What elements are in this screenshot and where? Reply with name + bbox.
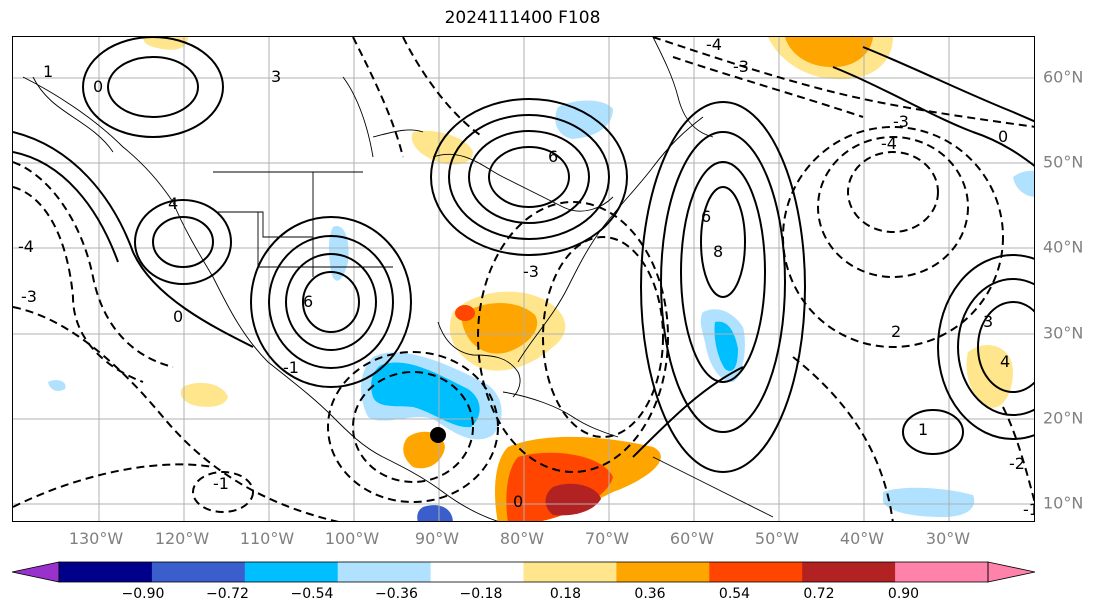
contour-label: 6 bbox=[303, 292, 313, 311]
latitude-label: 30°N bbox=[1043, 323, 1084, 343]
blue-field-bottom-right bbox=[883, 487, 975, 517]
contour-label: 0 bbox=[93, 77, 103, 96]
contours-positive bbox=[13, 37, 1034, 473]
contour-label: -1 bbox=[1023, 500, 1035, 519]
chart-title: 2024111400 F108 bbox=[444, 8, 601, 28]
contour-label: 1 bbox=[918, 420, 928, 439]
longitude-label: 50°W bbox=[754, 529, 800, 548]
longitude-label: 90°W bbox=[414, 529, 460, 548]
colorbar-tick-label: 0.90 bbox=[887, 586, 920, 602]
contour-label: -4 bbox=[706, 37, 722, 54]
longitude-label: 40°W bbox=[839, 529, 885, 548]
contour-label: 0 bbox=[998, 127, 1008, 146]
contour-label: -1 bbox=[283, 358, 299, 377]
latitude-label: 60°N bbox=[1043, 67, 1084, 87]
blue-field-right-edge bbox=[1013, 170, 1034, 197]
colorbar-cell bbox=[709, 562, 803, 582]
longitude-label: 30°W bbox=[925, 529, 971, 548]
colorbar-tick-label: −0.90 bbox=[121, 586, 165, 602]
contour-label: -3 bbox=[523, 262, 539, 281]
contour-label: -3 bbox=[733, 57, 749, 76]
contour-label: 4 bbox=[1000, 352, 1010, 371]
colorbar-tick-label: 0.36 bbox=[634, 586, 666, 602]
longitude-label: 100°W bbox=[324, 529, 380, 548]
latitude-label: 20°N bbox=[1043, 408, 1084, 428]
contour-label: 6 bbox=[701, 207, 711, 226]
longitude-label: 60°W bbox=[669, 529, 715, 548]
yellow-field-top bbox=[143, 37, 188, 50]
colorbar-cell bbox=[802, 562, 896, 582]
contour-label: 3 bbox=[983, 312, 993, 331]
contour-label: 1 bbox=[43, 62, 53, 81]
dark-orange-field-southeast-us bbox=[461, 303, 538, 354]
longitude-label: 70°W bbox=[584, 529, 630, 548]
latitude-label: 40°N bbox=[1043, 237, 1084, 257]
colorbar-cell bbox=[895, 562, 988, 582]
colorbar-cell bbox=[244, 562, 339, 582]
colorbar-tick-label: −0.18 bbox=[459, 586, 503, 602]
contour-label: -4 bbox=[18, 237, 34, 256]
colorbar-tick-label: 0.18 bbox=[549, 586, 582, 602]
shaded-anomalies bbox=[48, 37, 1034, 521]
colorbar-extend-low bbox=[11, 561, 60, 583]
yellow-field-north bbox=[411, 130, 473, 165]
colorbar-tick-label: −0.54 bbox=[290, 586, 334, 602]
storm-center-marker bbox=[430, 427, 446, 443]
colorbar-tick-label: −0.36 bbox=[375, 586, 418, 602]
colorbar-tick-label: 0.72 bbox=[803, 586, 835, 602]
contours-negative bbox=[13, 37, 1034, 521]
contour-label: 8 bbox=[713, 242, 723, 261]
contour-label: -1 bbox=[213, 474, 229, 493]
yellow-field-gulf bbox=[180, 382, 228, 407]
blue-field-pacific bbox=[48, 379, 66, 391]
colorbar bbox=[11, 561, 1036, 583]
blue-field-bottom-mexico bbox=[417, 505, 453, 521]
colorbar-cell bbox=[430, 562, 524, 582]
blue-field-northeast bbox=[555, 100, 613, 139]
latitude-label: 10°N bbox=[1043, 493, 1084, 513]
coastlines bbox=[22, 37, 774, 521]
colorbar-tick-label: −0.72 bbox=[206, 586, 249, 602]
colorbar-extend-high bbox=[987, 561, 1036, 583]
colorbar-cell bbox=[337, 562, 432, 582]
contour-label: -3 bbox=[893, 112, 909, 131]
longitude-label: 110°W bbox=[239, 529, 295, 548]
colorbar-tick-label: 0.54 bbox=[718, 586, 751, 602]
colorbar-cell bbox=[59, 562, 153, 582]
contour-label: 0 bbox=[513, 492, 523, 511]
darkred-field-caribbean bbox=[545, 483, 601, 516]
colorbar-cell bbox=[151, 562, 246, 582]
contour-label: 6 bbox=[548, 147, 558, 166]
longitude-label: 130°W bbox=[68, 529, 124, 548]
map-canvas: -4 -3 3 0 1 -4 -3 4 6 8 6 6 -3 -4 -3 0 3… bbox=[13, 37, 1035, 521]
contour-label: -4 bbox=[881, 134, 897, 153]
contour-label: 0 bbox=[173, 307, 183, 326]
contour-label: 3 bbox=[271, 67, 281, 86]
colorbar-cell bbox=[523, 562, 617, 582]
dark-orange-top-right bbox=[785, 37, 873, 68]
latitude-label: 50°N bbox=[1043, 152, 1084, 172]
contour-label: -2 bbox=[1009, 454, 1025, 473]
contour-label: -3 bbox=[21, 287, 37, 306]
contour-label: 4 bbox=[168, 194, 178, 213]
yellow-field-east bbox=[966, 344, 1013, 408]
colorbar-outline bbox=[58, 561, 989, 583]
longitude-label: 120°W bbox=[154, 529, 210, 548]
map-panel: -4 -3 3 0 1 -4 -3 4 6 8 6 6 -3 -4 -3 0 3… bbox=[12, 36, 1035, 522]
longitude-label: 80°W bbox=[499, 529, 545, 548]
contour-label: 2 bbox=[891, 322, 901, 341]
red-core-southeast-us bbox=[455, 305, 475, 321]
colorbar-cell bbox=[616, 562, 710, 582]
cyan-field-gulf bbox=[371, 362, 480, 428]
